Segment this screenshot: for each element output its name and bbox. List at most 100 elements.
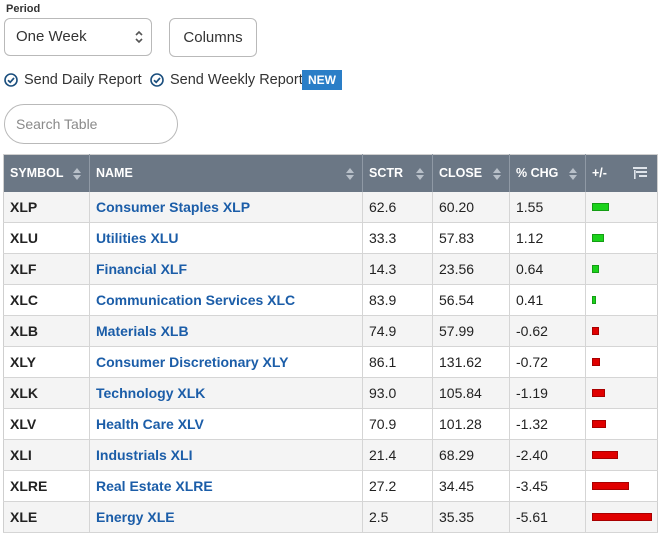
sctr-cell: 14.3 [362, 253, 433, 285]
change-bar-cell [585, 191, 658, 223]
sctr-cell: 83.9 [362, 284, 433, 316]
table-row[interactable]: XLK Technology XLK 93.0 105.84 -1.19 [3, 377, 658, 409]
table-row[interactable]: XLP Consumer Staples XLP 62.6 60.20 1.55 [3, 191, 658, 223]
sctr-cell: 86.1 [362, 346, 433, 378]
symbol-cell: XLF [3, 253, 90, 285]
sctr-cell: 93.0 [362, 377, 433, 409]
col-header-pct-chg[interactable]: % CHG [509, 154, 586, 192]
period-label: Period [6, 3, 41, 15]
symbol-cell: XLB [3, 315, 90, 347]
col-header-sctr[interactable]: SCTR [362, 154, 433, 192]
negative-change-bar [592, 420, 606, 428]
close-cell: 23.56 [432, 253, 510, 285]
search-input[interactable] [4, 104, 178, 144]
col-header-plus-minus[interactable]: +/- [585, 154, 658, 192]
change-bar-cell [585, 253, 658, 285]
period-selected-value: One Week [16, 28, 87, 45]
table-row[interactable]: XLB Materials XLB 74.9 57.99 -0.62 [3, 315, 658, 347]
sctr-cell: 21.4 [362, 439, 433, 471]
symbol-cell: XLE [3, 501, 90, 533]
positive-change-bar [592, 265, 599, 273]
change-bar-cell [585, 470, 658, 502]
weekly-report-checkbox[interactable]: Send Weekly Report [150, 70, 303, 90]
name-link[interactable]: Energy XLE [89, 501, 363, 533]
negative-change-bar [592, 513, 652, 521]
pct-chg-cell: -3.45 [509, 470, 586, 502]
table-row[interactable]: XLC Communication Services XLC 83.9 56.54 0.… [3, 284, 658, 316]
col-header-close[interactable]: CLOSE [432, 154, 510, 192]
close-cell: 105.84 [432, 377, 510, 409]
negative-change-bar [592, 327, 599, 335]
select-arrows-icon [135, 30, 143, 44]
sctr-cell: 27.2 [362, 470, 433, 502]
pct-chg-cell: 0.64 [509, 253, 586, 285]
table-row[interactable]: XLF Financial XLF 14.3 23.56 0.64 [3, 253, 658, 285]
table-row[interactable]: XLRE Real Estate XLRE 27.2 34.45 -3.45 [3, 470, 658, 502]
name-link[interactable]: Communication Services XLC [89, 284, 363, 316]
close-cell: 56.54 [432, 284, 510, 316]
symbol-cell: XLK [3, 377, 90, 409]
close-cell: 57.83 [432, 222, 510, 254]
change-bar-cell [585, 222, 658, 254]
new-badge: NEW [302, 70, 342, 90]
sector-table: SYMBOL NAME SCTR CLOSE % CHG +/- XLP Cons… [3, 154, 658, 533]
sort-icon [493, 168, 501, 180]
col-header-symbol[interactable]: SYMBOL [3, 154, 90, 192]
weekly-report-label: Send Weekly Report [170, 72, 303, 88]
close-cell: 60.20 [432, 191, 510, 223]
daily-report-checkbox[interactable]: Send Daily Report [4, 70, 142, 90]
table-row[interactable]: XLI Industrials XLI 21.4 68.29 -2.40 [3, 439, 658, 471]
name-link[interactable]: Utilities XLU [89, 222, 363, 254]
pct-chg-cell: 1.12 [509, 222, 586, 254]
period-select[interactable]: One Week [4, 18, 152, 56]
name-link[interactable]: Real Estate XLRE [89, 470, 363, 502]
symbol-cell: XLY [3, 346, 90, 378]
sort-icon [346, 168, 354, 180]
sort-icon [569, 168, 577, 180]
close-cell: 101.28 [432, 408, 510, 440]
daily-report-label: Send Daily Report [24, 72, 142, 88]
name-link[interactable]: Industrials XLI [89, 439, 363, 471]
table-row[interactable]: XLV Health Care XLV 70.9 101.28 -1.32 [3, 408, 658, 440]
check-circle-icon [4, 73, 18, 87]
sctr-cell: 70.9 [362, 408, 433, 440]
symbol-cell: XLI [3, 439, 90, 471]
sctr-cell: 2.5 [362, 501, 433, 533]
name-link[interactable]: Materials XLB [89, 315, 363, 347]
table-row[interactable]: XLE Energy XLE 2.5 35.35 -5.61 [3, 501, 658, 533]
change-bar-cell [585, 377, 658, 409]
symbol-cell: XLC [3, 284, 90, 316]
name-link[interactable]: Consumer Staples XLP [89, 191, 363, 223]
symbol-cell: XLU [3, 222, 90, 254]
pct-chg-cell: -0.72 [509, 346, 586, 378]
positive-change-bar [592, 234, 604, 242]
close-cell: 57.99 [432, 315, 510, 347]
change-bar-cell [585, 315, 658, 347]
pct-chg-cell: -0.62 [509, 315, 586, 347]
change-bar-cell [585, 346, 658, 378]
name-link[interactable]: Financial XLF [89, 253, 363, 285]
col-header-name[interactable]: NAME [89, 154, 363, 192]
positive-change-bar [592, 202, 609, 211]
change-bar-cell [585, 501, 658, 533]
columns-button[interactable]: Columns [169, 18, 257, 57]
sctr-cell: 62.6 [362, 191, 433, 223]
close-cell: 34.45 [432, 470, 510, 502]
table-row[interactable]: XLY Consumer Discretionary XLY 86.1 131.62-… [3, 346, 658, 378]
negative-change-bar [592, 482, 629, 490]
sctr-cell: 74.9 [362, 315, 433, 347]
sctr-cell: 33.3 [362, 222, 433, 254]
pct-chg-cell: 0.41 [509, 284, 586, 316]
close-cell: 35.35 [432, 501, 510, 533]
name-link[interactable]: Technology XLK [89, 377, 363, 409]
table-row[interactable]: XLU Utilities XLU 33.3 57.83 1.12 [3, 222, 658, 254]
pct-chg-cell: -1.19 [509, 377, 586, 409]
name-link[interactable]: Health Care XLV [89, 408, 363, 440]
pct-chg-cell: -2.40 [509, 439, 586, 471]
pct-chg-cell: -1.32 [509, 408, 586, 440]
name-link[interactable]: Consumer Discretionary XLY [89, 346, 363, 378]
change-bar-cell [585, 408, 658, 440]
positive-change-bar [592, 296, 596, 304]
pct-chg-cell: -5.61 [509, 501, 586, 533]
negative-change-bar [592, 389, 605, 397]
